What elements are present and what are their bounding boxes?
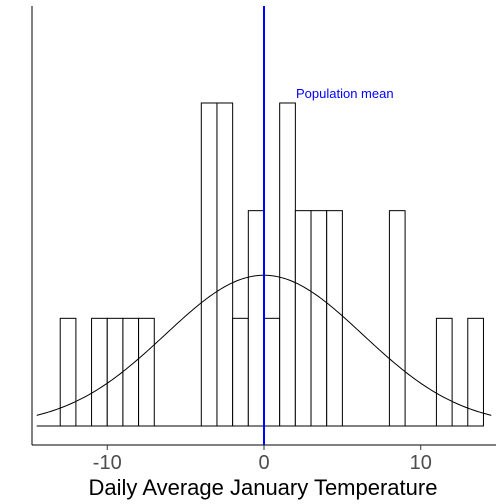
histogram-bar [216, 102, 234, 427]
histogram-bar [232, 317, 249, 427]
x-tick-label: 0 [258, 452, 269, 474]
histogram-bar [294, 210, 312, 427]
x-tick-label: 10 [410, 452, 432, 474]
histogram-bar [200, 102, 218, 427]
axes-layer: -10 0 10 [31, 6, 496, 474]
histogram-bar [467, 317, 484, 427]
labels-layer: Daily Average January Temperature [89, 475, 438, 500]
histogram-bar [388, 210, 406, 427]
histogram-bar [106, 317, 124, 427]
histogram-bar [435, 317, 453, 427]
x-axis-title: Daily Average January Temperature [89, 475, 438, 500]
histogram-bar [326, 210, 343, 427]
histogram-bar [263, 317, 281, 427]
histogram-bar [310, 210, 328, 427]
histogram-bar [247, 210, 265, 427]
histogram-bar [122, 317, 140, 427]
x-tick-label: -10 [93, 452, 122, 474]
bars-layer [36, 102, 484, 427]
histogram-bar [59, 317, 77, 427]
histogram-bar [279, 102, 296, 427]
population-mean-label: Population mean [296, 86, 394, 101]
histogram-bar [138, 317, 155, 427]
histogram-bar [91, 317, 108, 427]
mean-layer: Population mean [263, 6, 394, 445]
